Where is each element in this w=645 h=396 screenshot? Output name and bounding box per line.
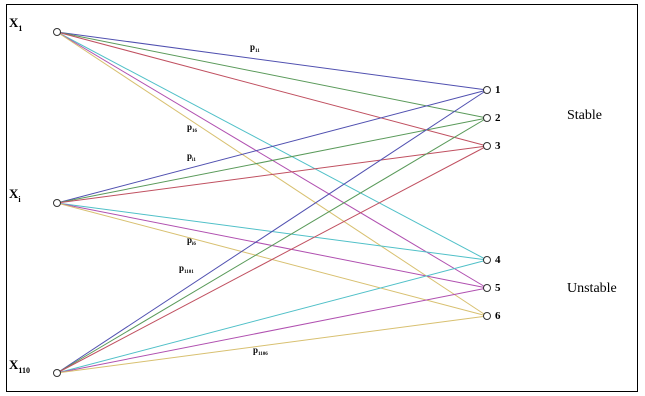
edge-x3-to-3 bbox=[56, 145, 488, 374]
input-node-3 bbox=[53, 369, 61, 377]
weight-label-p11: p11 bbox=[250, 42, 260, 54]
edge-x3-to-5 bbox=[56, 287, 488, 374]
edge-x1-to-2 bbox=[56, 31, 488, 119]
edge-group bbox=[56, 31, 488, 374]
edge-x2-to-1 bbox=[56, 89, 488, 204]
output-label-4: 4 bbox=[495, 254, 501, 266]
output-node-6 bbox=[483, 312, 491, 320]
edge-x3-to-6 bbox=[56, 315, 488, 374]
weight-label-p16: p16 bbox=[187, 122, 198, 134]
output-label-3: 3 bbox=[495, 140, 501, 152]
group-label-unstable: Unstable bbox=[567, 281, 617, 296]
output-label-1: 1 bbox=[495, 84, 501, 96]
weight-label-pi1: pi1 bbox=[187, 151, 196, 163]
output-label-2: 2 bbox=[495, 112, 501, 124]
weight-label-pi6: pi6 bbox=[187, 235, 196, 247]
output-node-1 bbox=[483, 86, 491, 94]
output-label-5: 5 bbox=[495, 282, 501, 294]
output-node-3 bbox=[483, 142, 491, 150]
input-label-xi: Xi bbox=[9, 186, 21, 204]
output-node-2 bbox=[483, 114, 491, 122]
output-node-4 bbox=[483, 256, 491, 264]
input-label-x1: X1 bbox=[9, 15, 22, 33]
edge-x3-to-4 bbox=[56, 259, 488, 374]
weight-label-p1106: p1106 bbox=[253, 345, 268, 357]
input-node-1 bbox=[53, 28, 61, 36]
group-label-stable: Stable bbox=[567, 108, 602, 123]
weight-label-p1101: p1101 bbox=[179, 263, 194, 275]
edge-x1-to-3 bbox=[56, 31, 488, 147]
edge-x2-to-3 bbox=[56, 145, 488, 204]
output-label-6: 6 bbox=[495, 310, 501, 322]
edge-x3-to-2 bbox=[56, 117, 488, 374]
edge-x3-to-1 bbox=[56, 89, 488, 374]
input-label-x110: X110 bbox=[9, 357, 30, 375]
edge-x2-to-2 bbox=[56, 117, 488, 204]
edge-x1-to-1 bbox=[56, 31, 488, 91]
input-node-2 bbox=[53, 199, 61, 207]
output-node-5 bbox=[483, 284, 491, 292]
node-group bbox=[53, 28, 491, 377]
